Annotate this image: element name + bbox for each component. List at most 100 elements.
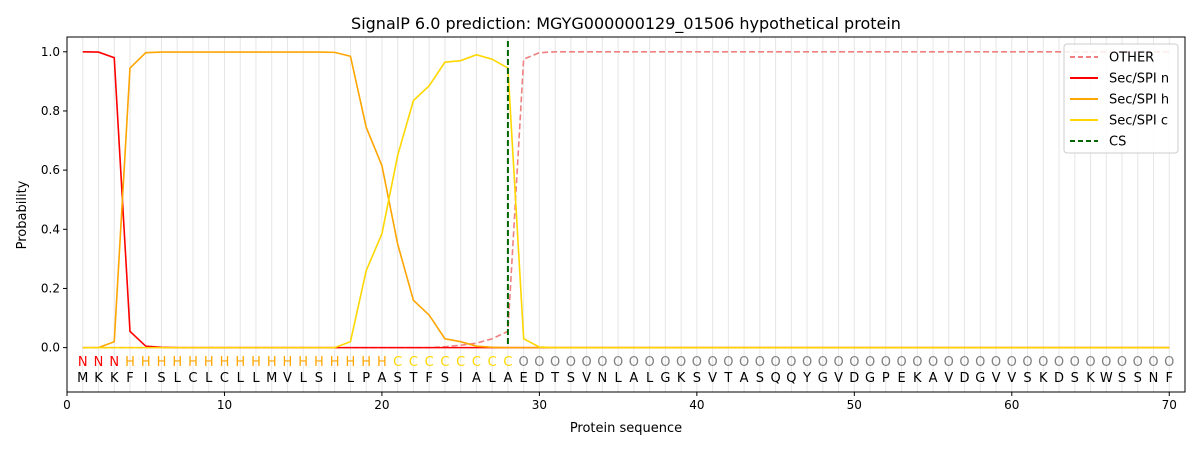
region-label: O bbox=[959, 355, 969, 370]
region-label: O bbox=[1148, 355, 1158, 370]
legend-label: CS bbox=[1109, 135, 1126, 150]
region-label: O bbox=[896, 355, 906, 370]
region-label: O bbox=[1070, 355, 1080, 370]
region-label: C bbox=[393, 355, 402, 370]
region-label: H bbox=[298, 355, 308, 370]
region-label: H bbox=[346, 355, 356, 370]
x-tick-label: 20 bbox=[374, 398, 389, 412]
region-label: O bbox=[566, 355, 576, 370]
region-label: C bbox=[488, 355, 497, 370]
x-tick-label: 10 bbox=[217, 398, 232, 412]
region-label: O bbox=[1164, 355, 1174, 370]
region-label: O bbox=[912, 355, 922, 370]
region-label: O bbox=[597, 355, 607, 370]
region-label: O bbox=[991, 355, 1001, 370]
region-label: C bbox=[425, 355, 434, 370]
region-label: O bbox=[1022, 355, 1032, 370]
region-label: H bbox=[267, 355, 277, 370]
legend-label: Sec/SPI c bbox=[1109, 114, 1168, 129]
region-label: O bbox=[755, 355, 765, 370]
region-label: O bbox=[550, 355, 560, 370]
x-tick-label: 40 bbox=[689, 398, 704, 412]
region-label: O bbox=[692, 355, 702, 370]
region-label: H bbox=[361, 355, 371, 370]
region-label: H bbox=[377, 355, 387, 370]
series-line-other bbox=[82, 50, 1170, 349]
region-label: H bbox=[172, 355, 182, 370]
region-label: O bbox=[534, 355, 544, 370]
region-label: H bbox=[188, 355, 198, 370]
series-line-sec-spi-n bbox=[82, 50, 1170, 349]
region-label: H bbox=[314, 355, 324, 370]
legend-label: Sec/SPI n bbox=[1109, 72, 1169, 87]
x-tick-label: 50 bbox=[847, 398, 862, 412]
region-label: O bbox=[786, 355, 796, 370]
region-label: O bbox=[1038, 355, 1048, 370]
region-label: H bbox=[220, 355, 230, 370]
region-label: N bbox=[94, 355, 104, 370]
legend-label: OTHER bbox=[1109, 51, 1154, 66]
legend-box bbox=[1063, 43, 1179, 154]
region-label: O bbox=[660, 355, 670, 370]
region-label: O bbox=[723, 355, 733, 370]
y-tick-label: 0.6 bbox=[41, 163, 60, 177]
region-label: O bbox=[1054, 355, 1064, 370]
region-label: O bbox=[818, 355, 828, 370]
region-label: O bbox=[707, 355, 717, 370]
region-label: O bbox=[519, 355, 529, 370]
plot-frame bbox=[66, 36, 1186, 393]
region-label: H bbox=[235, 355, 245, 370]
region-label: O bbox=[1085, 355, 1095, 370]
legend-label: Sec/SPI h bbox=[1109, 93, 1169, 108]
region-label: C bbox=[503, 355, 512, 370]
region-label: O bbox=[944, 355, 954, 370]
region-label: O bbox=[582, 355, 592, 370]
region-label: H bbox=[330, 355, 340, 370]
y-tick-label: 0.8 bbox=[41, 104, 60, 118]
y-tick-label: 0.0 bbox=[41, 341, 60, 355]
region-label: O bbox=[1101, 355, 1111, 370]
x-tick-label: 0 bbox=[63, 398, 71, 412]
region-label: O bbox=[849, 355, 859, 370]
region-label: C bbox=[440, 355, 449, 370]
region-label: C bbox=[472, 355, 481, 370]
y-tick-label: 1.0 bbox=[41, 45, 60, 59]
region-label: H bbox=[157, 355, 167, 370]
y-axis-label: Probability bbox=[15, 180, 30, 249]
chart-title: SignalP 6.0 prediction: MGYG000000129_01… bbox=[351, 14, 901, 34]
region-label: O bbox=[613, 355, 623, 370]
x-tick-label: 60 bbox=[1004, 398, 1019, 412]
region-label: O bbox=[833, 355, 843, 370]
series-line-sec-spi-c bbox=[82, 53, 1170, 349]
region-label: O bbox=[1007, 355, 1017, 370]
region-label: H bbox=[251, 355, 261, 370]
region-label: O bbox=[1117, 355, 1127, 370]
region-label: O bbox=[975, 355, 985, 370]
region-label: O bbox=[802, 355, 812, 370]
series-line-sec-spi-h bbox=[82, 51, 1170, 349]
y-tick-label: 0.4 bbox=[41, 222, 60, 236]
y-tick-label: 0.2 bbox=[41, 281, 60, 295]
region-label: O bbox=[865, 355, 875, 370]
x-tick-label: 70 bbox=[1162, 398, 1177, 412]
x-axis-label: Protein sequence bbox=[570, 421, 682, 436]
region-label: O bbox=[881, 355, 891, 370]
region-label: O bbox=[676, 355, 686, 370]
region-label: O bbox=[1133, 355, 1143, 370]
region-label: N bbox=[78, 355, 88, 370]
region-label: C bbox=[456, 355, 465, 370]
region-label: C bbox=[409, 355, 418, 370]
residue-sequence: MKKFISLCLCLLMVLSILPASTFSIALAEDTSVNLALGKS… bbox=[77, 371, 1173, 386]
region-label: O bbox=[928, 355, 938, 370]
region-label: O bbox=[770, 355, 780, 370]
region-label: H bbox=[283, 355, 293, 370]
region-label: H bbox=[125, 355, 135, 370]
region-label: N bbox=[109, 355, 119, 370]
region-label: O bbox=[629, 355, 639, 370]
region-label: O bbox=[645, 355, 655, 370]
region-label: H bbox=[204, 355, 214, 370]
region-label: H bbox=[141, 355, 151, 370]
x-tick-label: 30 bbox=[532, 398, 547, 412]
